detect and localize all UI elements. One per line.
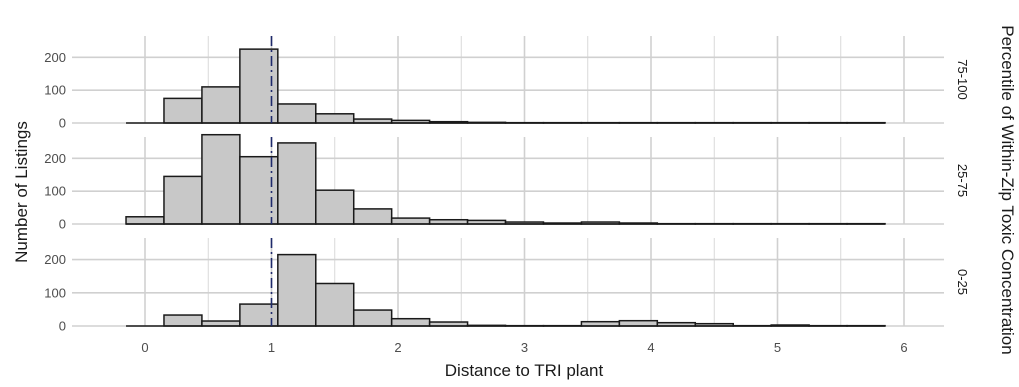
facet-strip-label: 75-100 xyxy=(955,59,970,99)
histogram-bar xyxy=(125,216,165,225)
x-tick-label: 4 xyxy=(647,340,654,355)
histogram-bar xyxy=(352,208,393,225)
x-tick-label: 5 xyxy=(774,340,781,355)
histogram-bar xyxy=(277,253,317,327)
facet-strip-label: 0-25 xyxy=(955,269,970,295)
y-tick-label: 0 xyxy=(59,116,66,131)
y-axis-title: Number of Listings xyxy=(12,121,31,263)
histogram-bar xyxy=(352,309,393,327)
facet-strip-label: 25-75 xyxy=(955,164,970,197)
histogram-bar xyxy=(618,319,659,327)
histogram-bar xyxy=(277,103,317,124)
histogram-bar xyxy=(163,175,203,225)
histogram-bar xyxy=(390,317,431,327)
y-tick-label: 100 xyxy=(44,285,66,300)
histogram-bar xyxy=(163,97,203,124)
histogram-bar xyxy=(163,314,203,327)
facet-title: Percentile of Within-Zip Toxic Concentra… xyxy=(998,25,1017,354)
histogram-bar xyxy=(277,142,317,225)
x-tick-label: 0 xyxy=(141,340,148,355)
x-tick-label: 3 xyxy=(521,340,528,355)
y-tick-label: 200 xyxy=(44,252,66,267)
x-axis-title: Distance to TRI plant xyxy=(445,361,604,380)
histogram-bar xyxy=(201,86,241,124)
y-tick-label: 0 xyxy=(59,217,66,232)
x-tick-label: 2 xyxy=(394,340,401,355)
histogram-bar xyxy=(315,189,355,225)
histogram-bar xyxy=(315,282,355,327)
y-tick-label: 100 xyxy=(44,184,66,199)
histogram-bar xyxy=(201,133,241,225)
histogram-bar xyxy=(390,217,431,225)
histogram-bar xyxy=(315,113,355,124)
labels-layer: 0 100 200 75-100 0 100 200 25-75 0 100 200 0-25 0 1 2 3… xyxy=(44,50,970,355)
x-tick-label: 1 xyxy=(268,340,275,355)
y-tick-label: 200 xyxy=(44,151,66,166)
y-tick-label: 0 xyxy=(59,319,66,334)
y-tick-label: 100 xyxy=(44,83,66,98)
y-tick-label: 200 xyxy=(44,50,66,65)
x-tick-label: 6 xyxy=(900,340,907,355)
